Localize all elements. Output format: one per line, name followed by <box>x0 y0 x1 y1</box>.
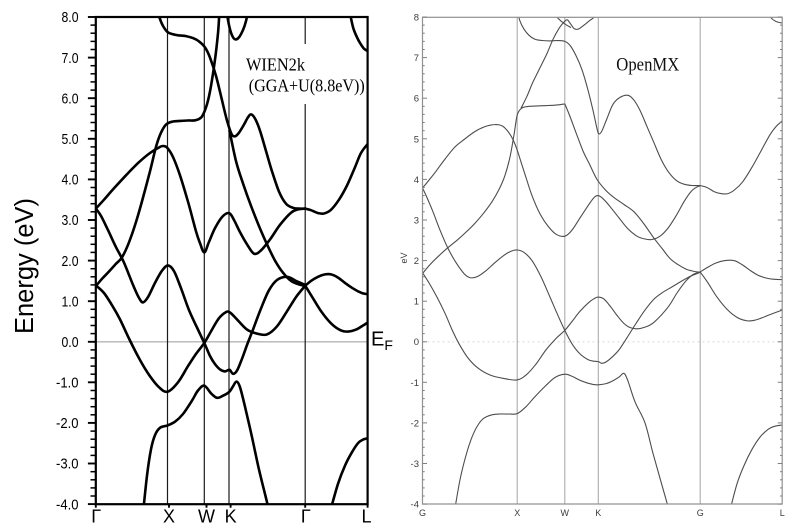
svg-text:1: 1 <box>414 297 419 308</box>
svg-text:4: 4 <box>414 175 419 186</box>
svg-text:W: W <box>198 507 215 527</box>
svg-text:X: X <box>163 507 175 527</box>
svg-text:5: 5 <box>414 134 419 145</box>
svg-text:2.0: 2.0 <box>62 253 79 270</box>
svg-text:K: K <box>595 508 601 518</box>
svg-text:-2.0: -2.0 <box>56 415 79 432</box>
svg-text:6: 6 <box>414 94 419 105</box>
svg-text:OpenMX: OpenMX <box>616 56 680 76</box>
svg-text:W: W <box>561 508 570 518</box>
svg-text:-1.0: -1.0 <box>56 375 79 392</box>
svg-text:7.0: 7.0 <box>62 50 79 67</box>
svg-text:G: G <box>419 508 426 518</box>
svg-text:8: 8 <box>414 13 419 24</box>
svg-text:3.0: 3.0 <box>62 212 79 229</box>
svg-text:3: 3 <box>414 216 419 227</box>
svg-text:-4.0: -4.0 <box>56 496 79 513</box>
svg-text:6.0: 6.0 <box>62 90 79 107</box>
svg-text:K: K <box>225 507 237 527</box>
svg-text:-3: -3 <box>411 459 419 470</box>
svg-text:-2: -2 <box>411 418 419 429</box>
svg-text:Γ: Γ <box>301 507 311 527</box>
svg-text:-3.0: -3.0 <box>56 456 79 473</box>
svg-text:4.0: 4.0 <box>62 172 79 189</box>
svg-text:-1: -1 <box>411 378 419 389</box>
svg-text:G: G <box>697 508 704 518</box>
svg-text:2: 2 <box>414 256 419 267</box>
svg-text:WIEN2k: WIEN2k <box>246 54 305 74</box>
svg-text:-4: -4 <box>411 500 419 511</box>
svg-text:L: L <box>780 508 785 518</box>
svg-text:L: L <box>361 507 371 527</box>
svg-text:eV: eV <box>399 252 409 263</box>
svg-text:1.0: 1.0 <box>62 293 79 310</box>
svg-text:0: 0 <box>414 337 419 348</box>
svg-text:8.0: 8.0 <box>62 9 79 26</box>
svg-text:5.0: 5.0 <box>62 131 79 148</box>
svg-text:Energy (eV): Energy (eV) <box>11 198 39 334</box>
svg-text:0.0: 0.0 <box>62 334 79 351</box>
svg-text:(GGA+U(8.8eV)): (GGA+U(8.8eV)) <box>249 76 365 97</box>
svg-text:7: 7 <box>414 53 419 64</box>
svg-text:Γ: Γ <box>91 507 101 527</box>
svg-text:X: X <box>514 508 520 518</box>
